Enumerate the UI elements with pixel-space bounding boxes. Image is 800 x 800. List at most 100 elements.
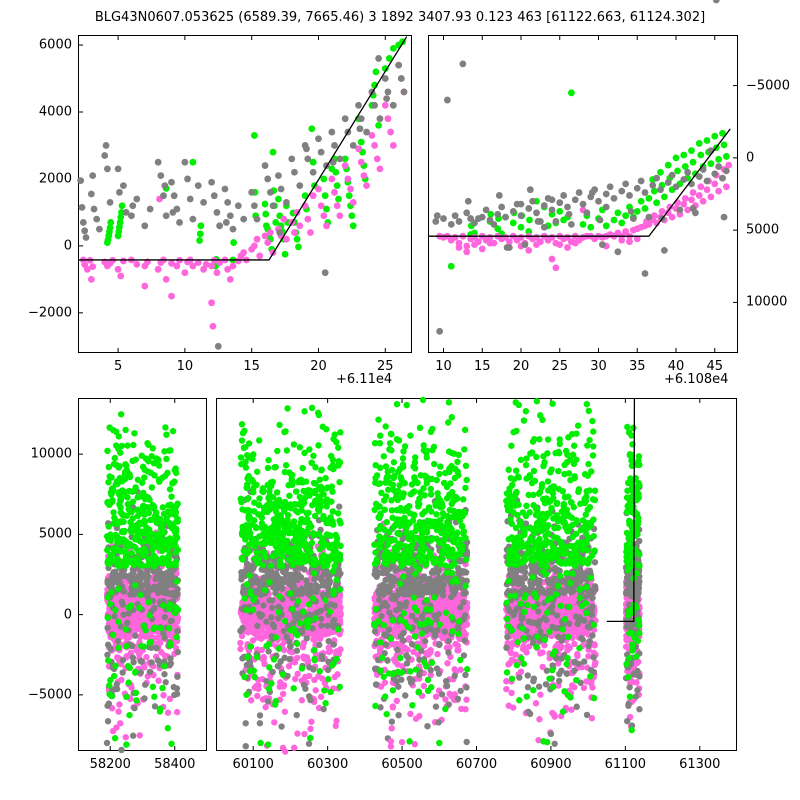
data-point: [455, 218, 463, 225]
y-tick-label: 0: [746, 150, 755, 166]
data-point: [357, 138, 365, 146]
data-point: [149, 445, 157, 452]
data-point: [680, 151, 688, 159]
data-point: [552, 218, 560, 225]
data-point: [333, 202, 341, 210]
data-point: [266, 487, 273, 494]
data-point: [681, 163, 689, 170]
data-point: [275, 195, 282, 203]
data-point: [306, 487, 314, 494]
data-point: [110, 686, 118, 693]
data-point: [143, 503, 150, 511]
data-point: [130, 441, 137, 449]
data-point: [272, 463, 279, 471]
data-point: [334, 609, 342, 616]
panel-lightcurve-season-early[interactable]: [78, 398, 207, 751]
data-point: [107, 676, 114, 684]
data-point: [138, 452, 145, 459]
data-point: [114, 585, 122, 592]
data-point: [348, 212, 356, 220]
data-point: [202, 260, 210, 268]
data-point: [389, 142, 397, 149]
data-point: [291, 613, 299, 621]
data-point: [110, 460, 118, 468]
data-point: [319, 655, 326, 663]
data-point: [525, 205, 533, 212]
data-point: [208, 262, 216, 270]
data-point: [242, 720, 249, 727]
data-point: [104, 614, 112, 621]
data-point: [267, 562, 275, 569]
data-point: [162, 275, 170, 283]
data-point: [107, 645, 114, 653]
data-point: [172, 562, 179, 569]
data-point: [171, 466, 178, 474]
panel-top-right-zoom[interactable]: [428, 35, 738, 353]
data-point: [722, 167, 730, 175]
data-point: [389, 101, 397, 109]
data-point: [371, 101, 378, 109]
data-point: [256, 495, 263, 502]
data-point: [153, 644, 160, 652]
data-point: [239, 526, 247, 534]
data-point: [317, 202, 325, 210]
data-point: [147, 638, 155, 646]
data-point: [106, 600, 114, 608]
data-point: [117, 518, 124, 525]
data-point: [567, 220, 575, 228]
data-point: [239, 556, 246, 563]
y-tick-label: 4000: [38, 104, 72, 120]
data-point: [269, 552, 277, 560]
data-point: [118, 528, 126, 535]
data-point: [149, 501, 157, 509]
data-point: [245, 507, 253, 514]
data-point: [103, 165, 111, 173]
data-point: [209, 322, 217, 330]
data-point: [715, 163, 723, 170]
data-point: [695, 173, 703, 181]
data-point: [159, 559, 167, 566]
data-point: [556, 199, 564, 207]
model-line: [78, 36, 408, 261]
data-point: [653, 199, 661, 207]
data-point: [335, 458, 343, 465]
data-point: [155, 462, 163, 469]
data-point: [244, 481, 251, 488]
data-point: [336, 517, 343, 524]
data-point: [166, 625, 173, 632]
data-point: [294, 670, 301, 678]
data-point: [320, 512, 327, 520]
panel-top-left-zoom[interactable]: [78, 35, 412, 353]
data-point: [711, 180, 719, 188]
top-right-x-offset-label: +6.108e4: [664, 372, 729, 387]
data-point: [119, 512, 127, 519]
data-point: [400, 88, 408, 96]
data-point: [681, 194, 689, 202]
data-point: [168, 617, 175, 624]
data-point: [239, 429, 247, 437]
data-point: [135, 572, 143, 580]
data-point: [137, 669, 144, 676]
data-point: [222, 219, 230, 226]
data-point: [155, 612, 162, 619]
data-point: [133, 195, 141, 203]
data-point: [309, 192, 317, 200]
data-point: [262, 703, 269, 711]
data-point: [226, 275, 234, 283]
data-point: [122, 209, 130, 216]
data-point: [319, 535, 326, 542]
data-point: [618, 187, 626, 195]
data-point: [304, 581, 311, 589]
data-point: [357, 158, 365, 166]
data-point: [151, 703, 159, 710]
data-point: [376, 165, 384, 173]
data-point: [323, 519, 330, 527]
data-point: [332, 722, 339, 730]
data-point: [707, 193, 715, 201]
data-point: [295, 243, 302, 251]
data-point: [272, 578, 279, 586]
data-point: [238, 437, 246, 444]
data-point: [328, 128, 336, 136]
data-point: [168, 292, 175, 300]
data-point: [262, 210, 270, 218]
